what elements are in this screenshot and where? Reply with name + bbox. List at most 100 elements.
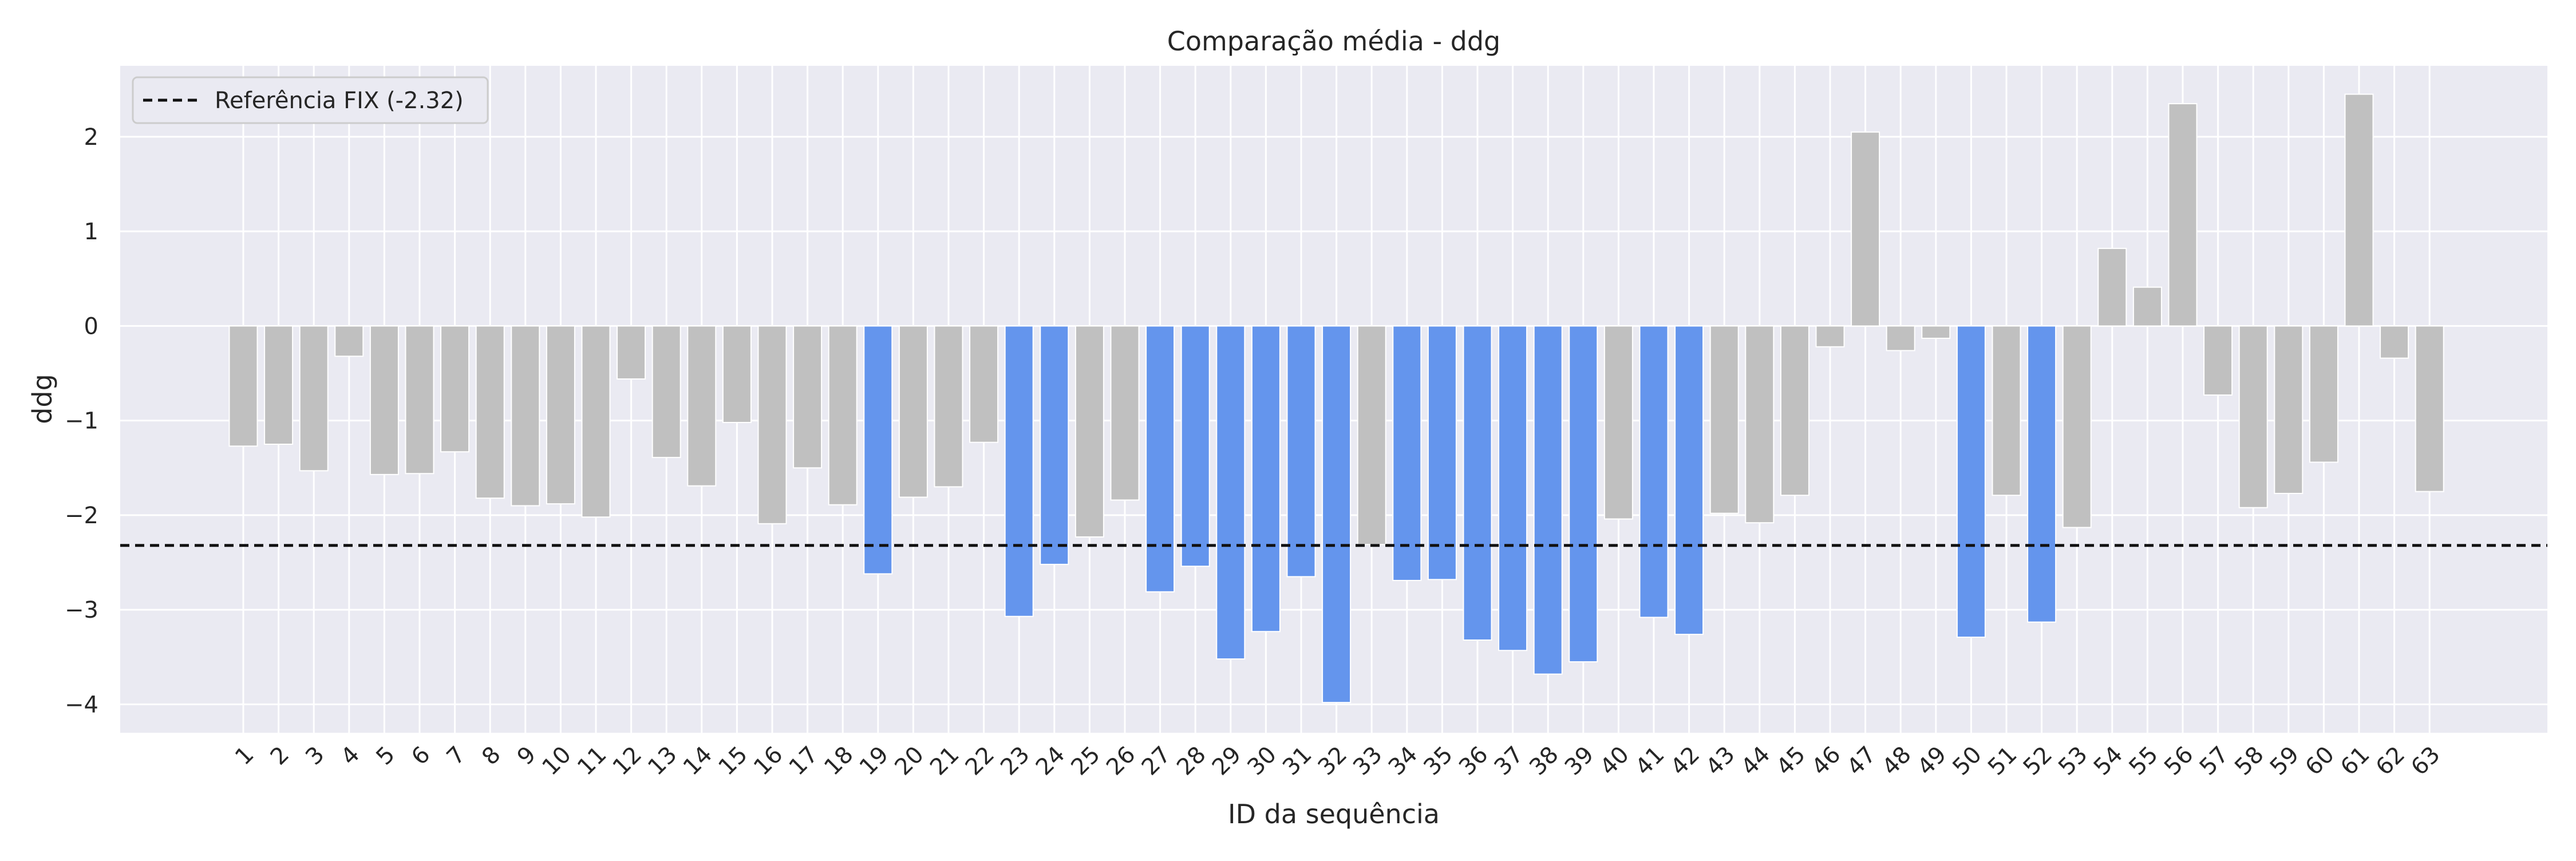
x-tick-label: 55 bbox=[2124, 741, 2163, 781]
bar bbox=[1992, 325, 2021, 496]
x-tick-label: 18 bbox=[819, 741, 859, 781]
x-tick-label: 40 bbox=[1595, 741, 1634, 781]
x-tick-label: 54 bbox=[2089, 741, 2128, 781]
x-tick-label: 9 bbox=[512, 741, 542, 771]
bar bbox=[2344, 93, 2374, 327]
x-tick-labels: 1 2 3 4 5 6 7 8 91011121314151617181920212223242… bbox=[230, 741, 2445, 781]
legend-label: Referência FIX (-2.32) bbox=[215, 88, 464, 114]
y-tick-label: −4 bbox=[65, 692, 98, 718]
x-tick-label: 6 bbox=[406, 741, 436, 771]
bar bbox=[651, 325, 681, 459]
x-tick-label: 37 bbox=[1490, 741, 1529, 781]
x-tick-label: 38 bbox=[1524, 741, 1564, 781]
bar bbox=[757, 325, 787, 524]
x-tick-label: 1 bbox=[230, 741, 259, 771]
y-tick-label: 1 bbox=[84, 219, 98, 245]
bar bbox=[1956, 325, 1986, 638]
bar bbox=[1392, 325, 1422, 581]
x-tick-label: 59 bbox=[2265, 741, 2305, 781]
x-axis-label: ID da sequência bbox=[1228, 799, 1440, 830]
x-tick-label: 32 bbox=[1313, 741, 1353, 781]
x-tick-label: 58 bbox=[2230, 741, 2269, 781]
x-tick-label: 60 bbox=[2300, 741, 2340, 781]
bar bbox=[617, 325, 646, 380]
x-tick-label: 48 bbox=[1877, 741, 1917, 781]
bar bbox=[863, 325, 893, 575]
bar bbox=[898, 325, 928, 498]
x-tick-label: 5 bbox=[371, 741, 400, 771]
x-tick-label: 23 bbox=[995, 741, 1035, 781]
bar bbox=[264, 325, 294, 445]
bar bbox=[369, 325, 399, 475]
bar bbox=[334, 325, 364, 357]
x-tick-label: 25 bbox=[1066, 741, 1105, 781]
bar bbox=[1639, 325, 1669, 618]
x-tick-label: 35 bbox=[1419, 741, 1458, 781]
bar bbox=[1145, 325, 1175, 593]
x-tick-label: 44 bbox=[1736, 741, 1776, 781]
x-tick-label: 62 bbox=[2371, 741, 2411, 781]
bar bbox=[1216, 325, 1246, 660]
x-tick-label: 12 bbox=[608, 741, 647, 781]
y-tick-label: −1 bbox=[65, 408, 98, 435]
x-tick-label: 46 bbox=[1807, 741, 1846, 781]
x-tick-label: 11 bbox=[572, 741, 612, 781]
bar bbox=[1498, 325, 1528, 651]
bar bbox=[2415, 325, 2444, 492]
x-tick-label: 22 bbox=[961, 741, 1000, 781]
x-tick-label: 21 bbox=[925, 741, 965, 781]
bar bbox=[1251, 325, 1281, 633]
bar bbox=[475, 325, 505, 499]
bar bbox=[546, 325, 575, 505]
x-tick-label: 14 bbox=[678, 741, 718, 781]
x-tick-label: 2 bbox=[266, 741, 295, 771]
bar bbox=[1780, 325, 1809, 496]
bar bbox=[440, 325, 470, 453]
x-tick-label: 10 bbox=[537, 741, 576, 781]
bar bbox=[1110, 325, 1140, 501]
bar bbox=[1568, 325, 1598, 663]
bar bbox=[2238, 325, 2268, 508]
x-tick-label: 51 bbox=[1983, 741, 2022, 781]
x-tick-label: 19 bbox=[855, 741, 894, 781]
bar bbox=[1745, 325, 1775, 524]
bar bbox=[722, 325, 752, 423]
x-tick-label: 17 bbox=[784, 741, 824, 781]
bar bbox=[2062, 325, 2092, 528]
x-tick-label: 30 bbox=[1242, 741, 1282, 781]
y-axis-label: ddg bbox=[27, 374, 58, 424]
bar bbox=[405, 325, 434, 475]
x-tick-label: 3 bbox=[301, 741, 330, 771]
bar bbox=[828, 325, 858, 505]
legend: Referência FIX (-2.32) bbox=[132, 76, 489, 124]
bar bbox=[934, 325, 963, 488]
bar bbox=[581, 325, 611, 518]
bar bbox=[2309, 325, 2338, 463]
x-tick-label: 13 bbox=[643, 741, 682, 781]
bar bbox=[1921, 325, 1951, 339]
bar bbox=[1004, 325, 1034, 617]
bar bbox=[1040, 325, 1069, 565]
bar bbox=[1709, 325, 1739, 514]
bar bbox=[1286, 325, 1316, 578]
x-tick-label: 31 bbox=[1278, 741, 1317, 781]
bar bbox=[1322, 325, 1352, 704]
bar bbox=[1533, 325, 1563, 675]
bar bbox=[1074, 325, 1104, 538]
bar bbox=[1815, 325, 1845, 347]
y-tick-label: 2 bbox=[84, 124, 98, 151]
bar bbox=[969, 325, 999, 443]
bar bbox=[2168, 103, 2198, 327]
bar bbox=[1357, 325, 1386, 546]
x-tick-label: 20 bbox=[890, 741, 929, 781]
bar bbox=[1180, 325, 1210, 567]
x-tick-label: 15 bbox=[713, 741, 753, 781]
bar bbox=[1674, 325, 1704, 635]
x-tick-label: 49 bbox=[1913, 741, 1952, 781]
x-tick-label: 47 bbox=[1842, 741, 1882, 781]
bar bbox=[2203, 325, 2233, 396]
y-tick-label: −2 bbox=[65, 503, 98, 529]
x-tick-label: 34 bbox=[1384, 741, 1423, 781]
